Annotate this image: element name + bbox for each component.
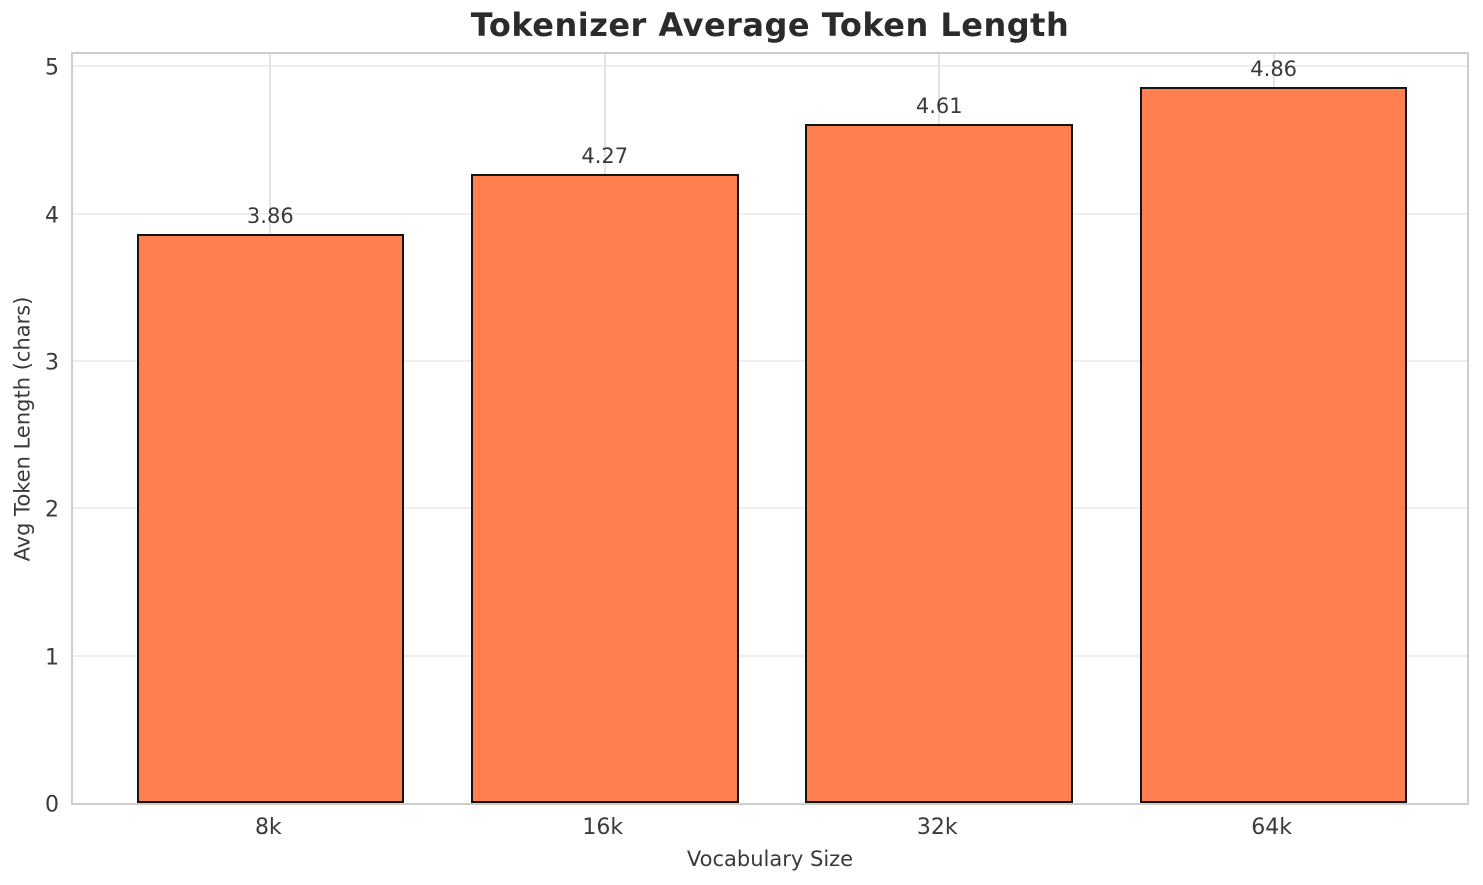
bar-value-label-16k: 4.27 [581,143,629,168]
bar-8k [136,234,405,803]
gridline-horizontal-y4 [73,212,1467,215]
gridline-horizontal-y3 [73,359,1467,362]
y-tick-2: 2 [45,497,59,523]
bar-16k [470,173,739,803]
y-tick-1: 1 [45,645,59,671]
x-tick-8k: 8k [254,815,282,840]
bar-value-label-64k: 4.86 [1250,56,1298,81]
x-axis-label: Vocabulary Size [686,847,854,871]
bar-value-label-32k: 4.61 [915,93,963,118]
y-tick-0: 0 [45,792,59,818]
x-tick-16k: 16k [582,815,624,840]
gridline-horizontal-y1 [73,654,1467,657]
bar-32k [805,123,1073,803]
x-tick-32k: 32k [916,815,958,840]
y-tick-5: 5 [45,55,59,81]
gridline-horizontal-y5 [73,65,1467,68]
bar-64k [1139,86,1408,803]
y-tick-3: 3 [45,350,59,376]
y-axis-tick-labels: 0 1 2 3 4 5 [0,0,59,885]
plot-area: 3.86 4.27 4.61 4.86 [71,52,1469,805]
gridline-horizontal-y2 [73,507,1467,510]
bar-value-label-8k: 3.86 [246,204,294,229]
chart-title: Tokenizer Average Token Length [470,6,1070,44]
x-tick-64k: 64k [1251,815,1293,840]
y-tick-4: 4 [45,203,59,229]
